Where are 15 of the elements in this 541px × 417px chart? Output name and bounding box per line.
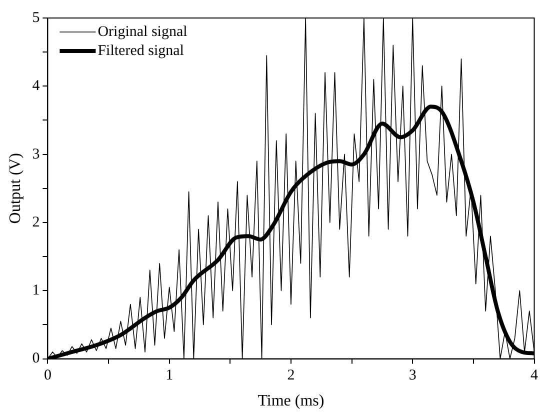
x-tick-label: 0 — [44, 368, 52, 384]
y-axis-title: Output (V) — [6, 153, 24, 224]
x-tick-label: 3 — [408, 368, 416, 384]
legend-label: Filtered signal — [98, 42, 184, 59]
y-tick-label: 4 — [32, 78, 40, 94]
y-tick-label: 3 — [32, 146, 40, 162]
legend-label: Original signal — [98, 24, 188, 40]
x-tick-label: 4 — [530, 368, 538, 384]
x-tick-label: 1 — [166, 368, 174, 384]
x-axis-title: Time (ms) — [258, 392, 324, 410]
y-tick-label: 0 — [32, 350, 40, 367]
x-tick-label: 2 — [287, 368, 295, 384]
y-tick-label: 2 — [32, 214, 40, 230]
y-tick-label: 1 — [32, 282, 40, 299]
y-tick-label: 5 — [32, 10, 40, 26]
